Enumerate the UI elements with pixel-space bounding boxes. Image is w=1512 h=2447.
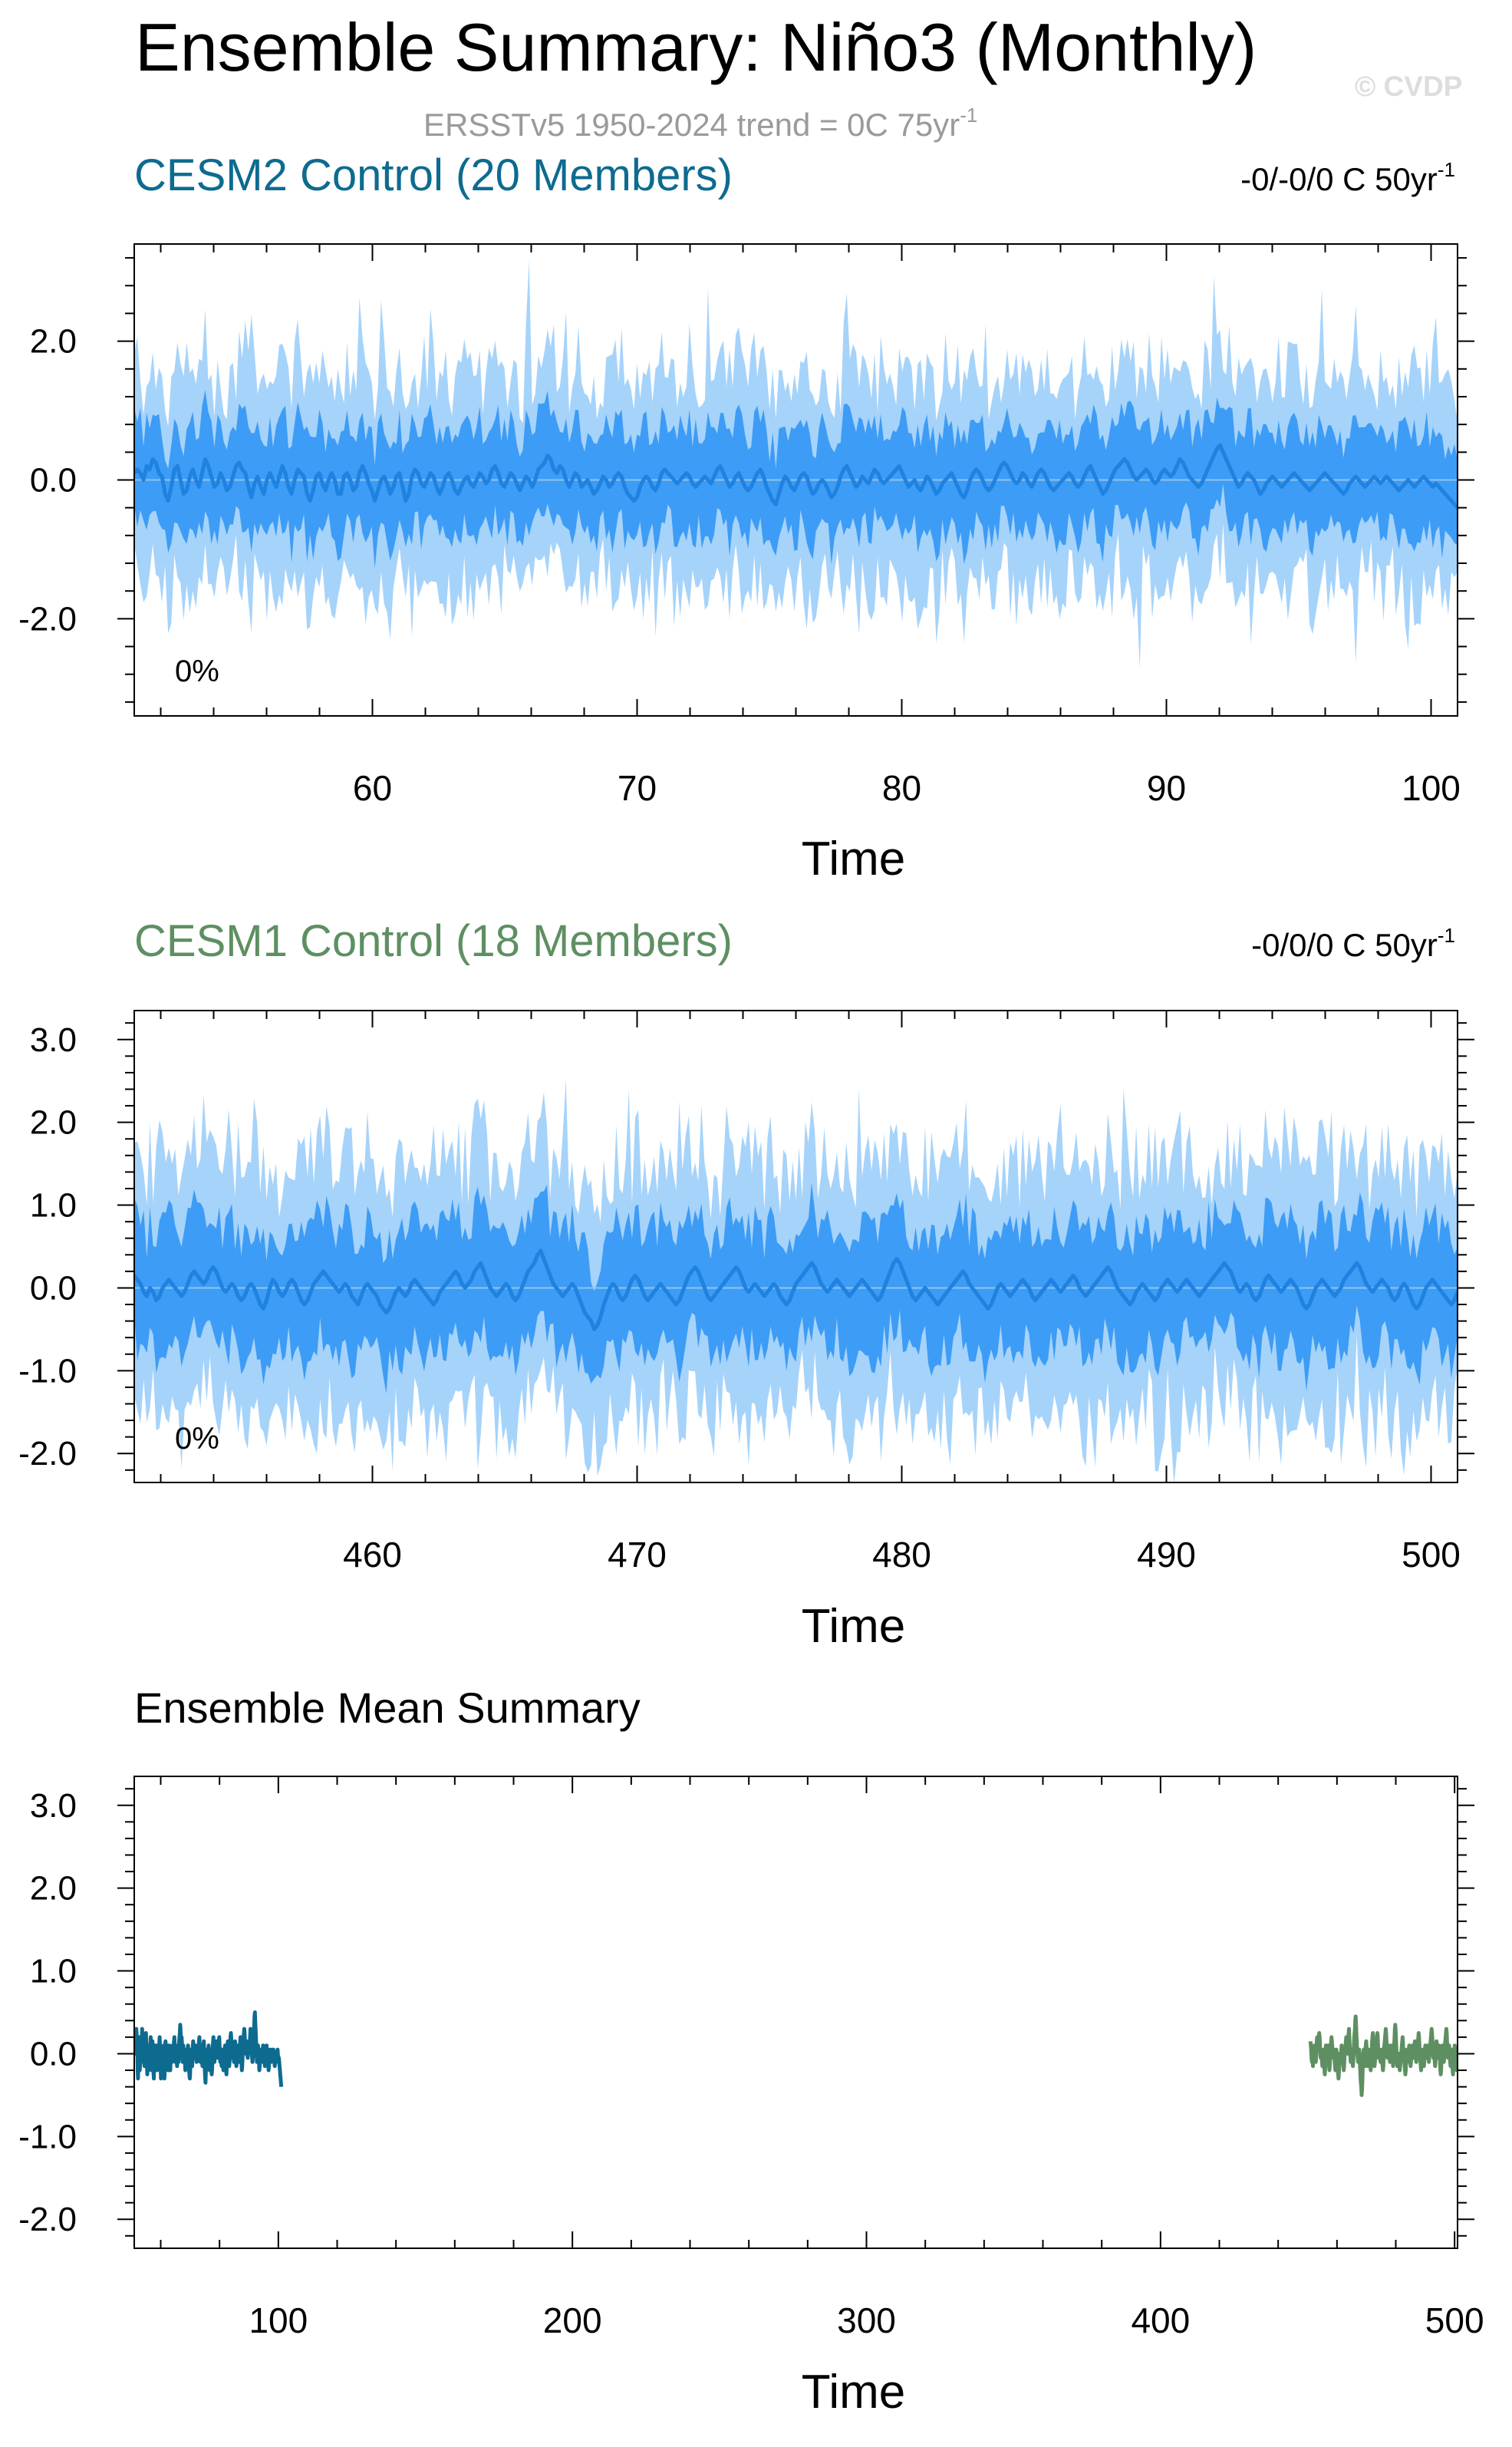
x-tick-label: 100 bbox=[1402, 768, 1461, 808]
figure-title: Ensemble Summary: Niño3 (Monthly) bbox=[135, 9, 1257, 85]
trend-label-sup: -1 bbox=[1438, 158, 1455, 181]
trend-label-text: -0/-0/0 C 50yr bbox=[1240, 161, 1438, 197]
plot-area bbox=[134, 2010, 1458, 2097]
x-tick-label: 70 bbox=[618, 768, 657, 808]
series-line-cesm2 bbox=[134, 2010, 284, 2087]
y-tick-label: 2.0 bbox=[30, 1104, 77, 1142]
y-tick-label: 3.0 bbox=[30, 1021, 77, 1059]
y-tick-label: 0.0 bbox=[30, 1269, 77, 1307]
x-tick-label: 90 bbox=[1147, 768, 1186, 808]
percent-label: 0% bbox=[175, 1422, 219, 1456]
panel-title: CESM2 Control (20 Members) bbox=[134, 150, 733, 200]
y-tick-label: 0.0 bbox=[30, 2035, 77, 2073]
y-tick-label: 3.0 bbox=[30, 1787, 77, 1825]
figure-subtitle-text: ERSSTv5 1950-2024 trend = 0C 75yr bbox=[423, 107, 960, 143]
panel-cesm2-control: CESM2 Control (20 Members) -0/-0/0 C 50yr… bbox=[18, 150, 1474, 885]
ensemble-mean-line bbox=[134, 443, 1458, 510]
y-tick-label: 1.0 bbox=[30, 1953, 77, 1990]
panel-title: Ensemble Mean Summary bbox=[134, 1684, 641, 1732]
x-tick-label: 60 bbox=[353, 768, 392, 808]
panel-title: CESM1 Control (18 Members) bbox=[134, 916, 733, 966]
y-tick-label: 1.0 bbox=[30, 1187, 77, 1225]
trend-label: -0/0/0 C 50yr-1 bbox=[1251, 924, 1455, 963]
x-tick-label: 480 bbox=[872, 1535, 931, 1575]
x-axis-label: Time bbox=[802, 2366, 905, 2419]
plot-area bbox=[134, 1079, 1458, 1482]
x-tick-label: 470 bbox=[608, 1535, 667, 1575]
y-tick-label: -1.0 bbox=[18, 1352, 77, 1390]
watermark: © CVDP bbox=[1355, 71, 1462, 102]
x-tick-label: 460 bbox=[343, 1535, 402, 1575]
y-tick-label: -2.0 bbox=[18, 2201, 77, 2238]
y-tick-label: 0.0 bbox=[30, 462, 77, 500]
y-tick-label: -1.0 bbox=[18, 2118, 77, 2155]
x-axis-label: Time bbox=[802, 1600, 905, 1653]
x-tick-label: 100 bbox=[249, 2300, 308, 2340]
x-tick-label: 80 bbox=[882, 768, 921, 808]
trend-label: -0/-0/0 C 50yr-1 bbox=[1240, 158, 1455, 197]
y-tick-label: -2.0 bbox=[18, 1435, 77, 1472]
ensemble-mean-line bbox=[134, 1248, 1458, 1331]
x-tick-label: 500 bbox=[1402, 1535, 1461, 1575]
y-tick-label: -2.0 bbox=[18, 600, 77, 638]
plot-area bbox=[134, 260, 1458, 669]
x-axis-label: Time bbox=[802, 833, 905, 885]
x-tick-label: 300 bbox=[837, 2300, 896, 2340]
y-tick-label: 2.0 bbox=[30, 323, 77, 361]
panel-ensemble-mean-summary: Ensemble Mean Summary 100 200 300 400 500 Time… bbox=[18, 1684, 1484, 2419]
panel-cesm1-control: CESM1 Control (18 Members) -0/0/0 C 50yr-… bbox=[18, 916, 1474, 1653]
trend-label-sup: -1 bbox=[1438, 924, 1455, 947]
series-line-cesm1 bbox=[1308, 2014, 1458, 2097]
x-tick-label: 500 bbox=[1425, 2300, 1484, 2340]
plot-frame bbox=[133, 1776, 1458, 2249]
x-tick-label: 400 bbox=[1131, 2300, 1190, 2340]
trend-label-text: -0/0/0 C 50yr bbox=[1251, 927, 1438, 963]
x-tick-label: 200 bbox=[543, 2300, 602, 2340]
figure-subtitle: ERSSTv5 1950-2024 trend = 0C 75yr-1 bbox=[423, 104, 977, 143]
percent-label: 0% bbox=[175, 655, 219, 688]
x-tick-label: 490 bbox=[1137, 1535, 1196, 1575]
y-tick-label: 2.0 bbox=[30, 1870, 77, 1908]
figure-subtitle-sup: -1 bbox=[960, 104, 977, 127]
